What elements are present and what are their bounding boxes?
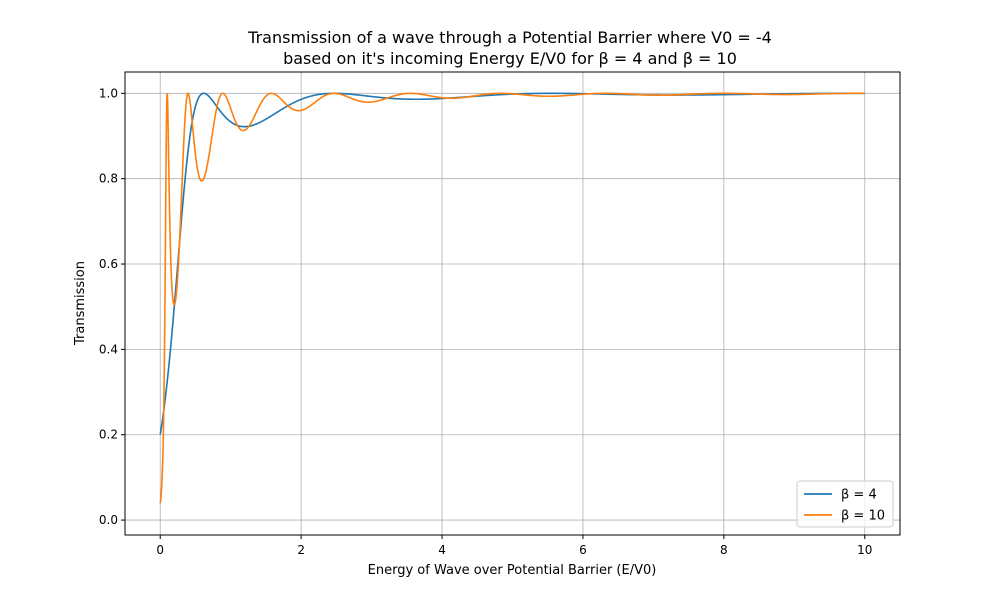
y-tick-label: 1.0 — [99, 86, 118, 100]
x-axis-ticks: 0 2 4 6 8 10 — [156, 535, 872, 557]
y-tick-label: 0.6 — [99, 257, 118, 271]
x-tick-label: 4 — [438, 543, 446, 557]
x-tick-label: 6 — [579, 543, 587, 557]
grid — [125, 72, 900, 535]
x-tick-label: 10 — [857, 543, 872, 557]
x-axis-label: Energy of Wave over Potential Barrier (E… — [368, 563, 657, 578]
chart-title-line1: Transmission of a wave through a Potenti… — [247, 28, 772, 47]
series-line — [159, 92, 866, 504]
y-tick-label: 0.8 — [99, 172, 118, 186]
x-tick-label: 0 — [156, 543, 164, 557]
y-axis-ticks: 0.0 0.2 0.4 0.6 0.8 1.0 — [99, 86, 125, 527]
series-layer — [159, 92, 866, 504]
x-tick-label: 2 — [297, 543, 305, 557]
chart-title-line2: based on it's incoming Energy E/V0 for β… — [283, 49, 737, 68]
y-axis-label: Transmission — [73, 261, 88, 346]
y-tick-label: 0.2 — [99, 428, 118, 442]
y-tick-label: 0.4 — [99, 342, 118, 356]
legend-label: β = 4 — [841, 488, 877, 503]
y-tick-label: 0.0 — [99, 513, 118, 527]
legend: β = 4 β = 10 — [796, 480, 894, 528]
legend-label: β = 10 — [841, 509, 885, 524]
plot-frame — [124, 71, 901, 536]
x-tick-label: 8 — [720, 543, 728, 557]
